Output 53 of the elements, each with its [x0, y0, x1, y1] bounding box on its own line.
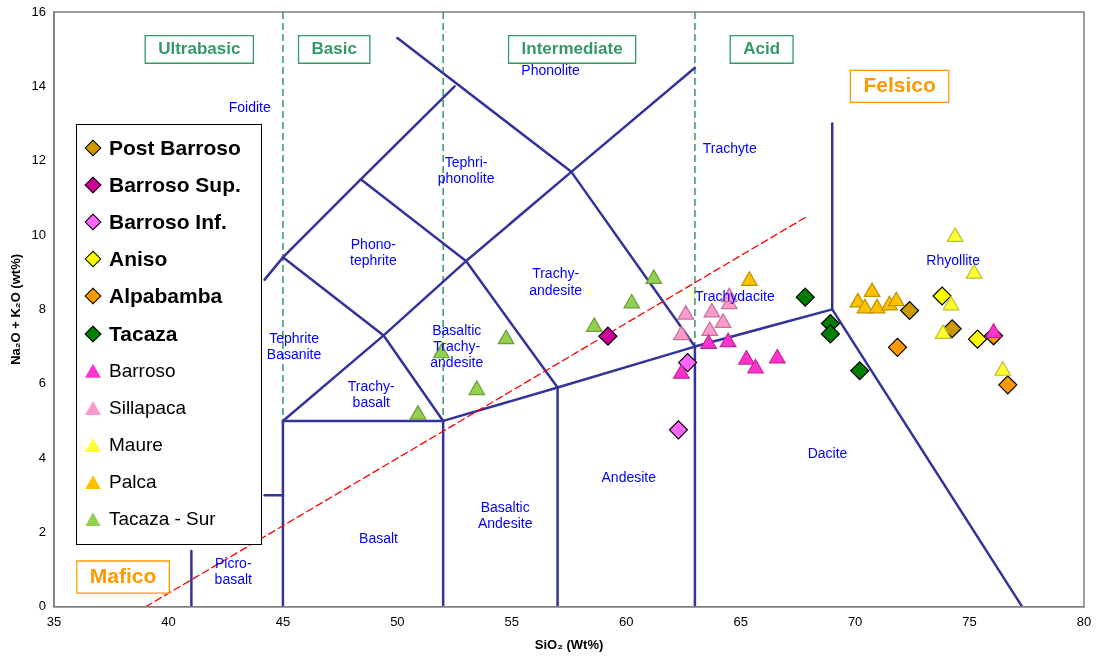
x-tick-label: 65	[733, 614, 748, 630]
annotation: Tephri- phonolite	[437, 154, 495, 187]
annotation: Trachy- andesite	[529, 265, 583, 298]
annotation: Basic	[311, 39, 357, 59]
annotation: Trachyte	[702, 140, 757, 157]
legend-label: Barroso Inf.	[109, 209, 227, 234]
legend-label: Alpabamba	[109, 284, 223, 309]
y-tick-label: 12	[31, 152, 47, 168]
x-tick-label: 40	[161, 614, 176, 630]
annotation: Phonolite	[521, 62, 580, 79]
annotation: Basaltic Andesite	[477, 498, 533, 531]
y-tick-label: 14	[31, 77, 47, 93]
annotation: Picro- basalt	[214, 554, 253, 587]
legend-label: Maure	[109, 434, 163, 457]
y-tick-label: 16	[31, 3, 47, 19]
y-tick-label: 6	[38, 375, 47, 391]
annotation: Foidite	[228, 99, 271, 116]
x-tick-label: 80	[1076, 614, 1092, 630]
x-tick-label: 45	[275, 614, 291, 630]
legend-label: Sillapaca	[109, 396, 187, 419]
x-tick-label: 60	[619, 614, 634, 630]
x-tick-label: 55	[504, 614, 520, 630]
annotation: Acid	[743, 39, 781, 59]
y-tick-label: 2	[38, 524, 47, 540]
legend-label: Barroso	[109, 359, 176, 382]
legend-label: Aniso	[109, 247, 168, 272]
legend-label: Post Barroso	[109, 135, 241, 160]
y-tick-label: 10	[31, 226, 47, 242]
x-tick-label: 75	[962, 614, 977, 630]
annotation: Ultrabasic	[158, 39, 241, 59]
annotation: Phono- tephrite	[349, 235, 397, 268]
annotation: Trachydacite	[695, 288, 775, 305]
y-tick-label: 4	[38, 449, 47, 465]
y-tick-label: 8	[38, 300, 47, 316]
x-tick-label: 35	[46, 614, 62, 630]
annotation: Mafico	[89, 563, 157, 587]
annotation: Dacite	[807, 445, 848, 462]
x-axis-title: SiO₂ (Wt%)	[534, 636, 604, 652]
x-tick-label: 70	[847, 614, 863, 630]
annotation: Intermediate	[521, 39, 623, 59]
y-axis-title: Na₂O + K₂O (wt%)	[8, 253, 24, 365]
annotation: Tephrite Basanite	[266, 329, 322, 362]
annotation: Rhyollite	[926, 252, 981, 269]
legend-label: Tacaza - Sur	[109, 508, 216, 531]
annotation: Andesite	[601, 468, 657, 485]
x-tick-label: 50	[390, 614, 405, 630]
annotation: Basalt	[359, 530, 399, 547]
y-tick-label: 0	[38, 598, 47, 614]
legend-label: Barroso Sup.	[109, 172, 241, 197]
annotation: Felsico	[863, 73, 936, 97]
annotation: Trachy- basalt	[347, 377, 396, 410]
legend-label: Palca	[109, 471, 157, 494]
legend-label: Tacaza	[109, 321, 178, 346]
